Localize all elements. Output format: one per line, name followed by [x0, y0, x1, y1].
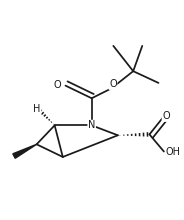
Polygon shape [13, 144, 37, 158]
Text: O: O [109, 79, 117, 89]
Text: O: O [54, 80, 61, 90]
Text: N: N [88, 120, 95, 130]
Text: O: O [162, 111, 170, 121]
Text: OH: OH [166, 147, 181, 157]
Text: H: H [33, 104, 41, 114]
